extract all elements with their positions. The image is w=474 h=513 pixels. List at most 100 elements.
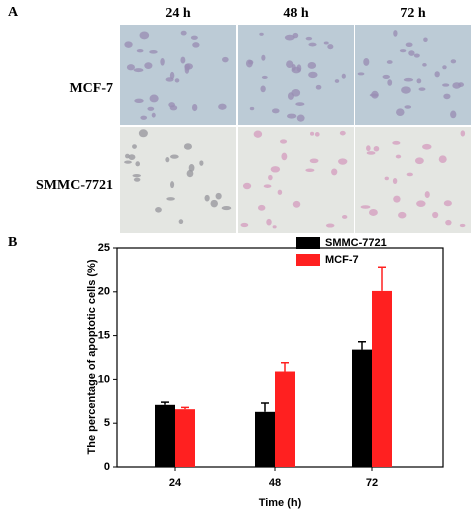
cell <box>266 218 272 226</box>
cell <box>382 74 390 79</box>
micrograph <box>355 127 471 233</box>
cell <box>184 65 190 74</box>
cell <box>291 89 301 97</box>
cell <box>314 132 320 137</box>
error-bar <box>261 402 269 412</box>
cell <box>308 42 317 47</box>
cell <box>315 84 322 90</box>
cell <box>408 50 415 56</box>
column-header: 24 h <box>165 6 191 21</box>
chart: The percentage of apoptotic cells (%) Ti… <box>86 237 444 509</box>
y-tick-label: 25 <box>98 242 110 254</box>
cell <box>416 200 426 207</box>
y-axis-title: The percentage of apoptotic cells (%) <box>86 259 98 454</box>
cell <box>445 219 452 226</box>
cell <box>188 163 195 172</box>
cell <box>331 168 338 176</box>
bar <box>372 290 392 467</box>
cell <box>138 129 148 138</box>
error-bar <box>378 266 386 291</box>
cell <box>284 34 295 41</box>
cell <box>124 160 132 164</box>
cell <box>424 191 430 199</box>
error-bar <box>181 406 189 410</box>
panel-label: B <box>8 235 17 250</box>
cell <box>277 189 283 195</box>
cell <box>416 78 422 84</box>
cell <box>392 140 401 145</box>
cell <box>270 166 281 173</box>
cell <box>192 42 200 48</box>
cell <box>450 110 457 119</box>
error-bar <box>281 362 289 372</box>
cell <box>183 143 192 150</box>
micrograph <box>238 127 354 233</box>
cell <box>366 145 371 152</box>
cell <box>387 79 393 86</box>
cell <box>368 208 378 216</box>
cell <box>363 58 370 66</box>
cell <box>132 173 142 178</box>
cell <box>398 211 407 219</box>
cell <box>339 130 346 136</box>
cell <box>210 199 218 208</box>
cell <box>405 42 413 48</box>
error-bar <box>358 340 366 350</box>
cell <box>165 157 170 163</box>
cell <box>459 223 466 228</box>
cell <box>423 37 428 43</box>
cell <box>149 49 158 54</box>
cell <box>249 106 255 111</box>
cell <box>260 85 266 93</box>
cell <box>160 57 165 66</box>
cell <box>144 62 153 69</box>
cell <box>128 154 136 160</box>
cell <box>178 219 184 225</box>
cell <box>272 225 277 229</box>
y-tick-label: 10 <box>98 373 110 385</box>
cell <box>221 206 232 211</box>
cell <box>396 108 405 116</box>
cell <box>191 103 198 112</box>
cell <box>414 157 424 165</box>
cell <box>442 65 447 70</box>
legend-label: SMMC-7721 <box>325 237 387 249</box>
error-bar <box>161 401 169 405</box>
cell <box>135 161 141 167</box>
cell <box>392 177 398 184</box>
cell <box>240 222 249 228</box>
cell <box>307 61 317 69</box>
legend-swatch <box>296 237 320 249</box>
micrograph <box>355 25 471 125</box>
cell <box>134 98 144 103</box>
column-header: 72 h <box>400 6 426 21</box>
cell <box>281 152 288 161</box>
cell <box>357 72 365 76</box>
cell <box>393 30 398 37</box>
cell <box>180 30 187 36</box>
y-tick-label: 15 <box>98 330 110 342</box>
cell <box>271 108 280 114</box>
cell <box>253 130 263 138</box>
cell <box>222 56 229 63</box>
cell <box>305 36 313 41</box>
cell <box>218 103 227 110</box>
cell <box>338 158 348 165</box>
cell <box>170 154 179 159</box>
cell <box>366 151 376 155</box>
cell <box>442 83 450 87</box>
cell <box>418 87 426 91</box>
y-tick-label: 20 <box>98 286 110 298</box>
cell <box>341 215 348 219</box>
x-tick-label: 24 <box>169 477 182 489</box>
micrograph <box>120 25 236 125</box>
cell <box>458 82 465 87</box>
cell <box>373 146 380 152</box>
cell <box>170 181 175 189</box>
cell <box>334 79 340 83</box>
column-header: 48 h <box>283 6 309 21</box>
y-tick-label: 0 <box>104 461 110 473</box>
micrograph-grid: 24 h 48 h 72 h MCF-7 SMMC-7721 <box>36 6 471 233</box>
cell <box>126 64 135 71</box>
